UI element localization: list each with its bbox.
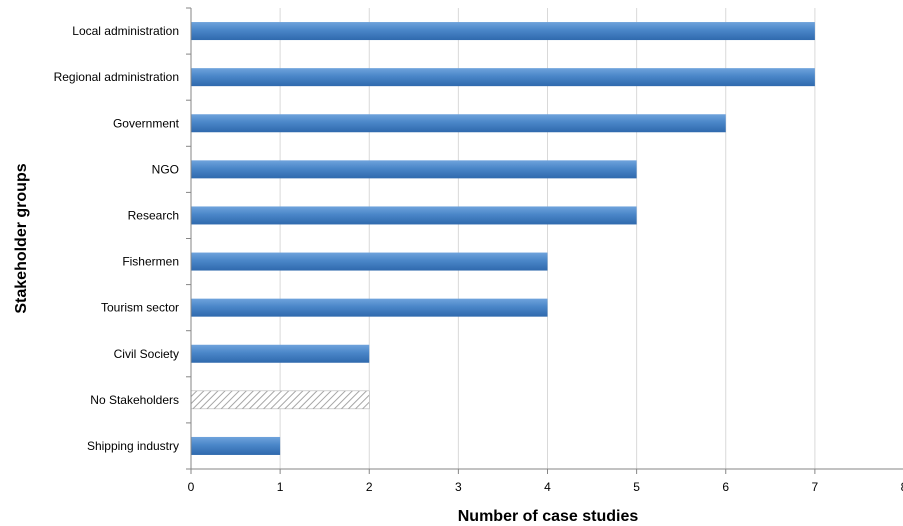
x-tick-label: 4 <box>544 480 551 494</box>
category-label: Government <box>113 116 180 130</box>
category-label: Research <box>128 208 179 222</box>
category-label: Regional administration <box>54 70 179 84</box>
category-label: Local administration <box>72 24 179 38</box>
bars <box>190 22 815 455</box>
x-axis-title: Number of case studies <box>458 508 639 525</box>
bar-regional-administration <box>191 68 815 87</box>
x-tick-labels: 0 1 2 3 4 5 6 7 8 <box>188 480 903 494</box>
bar-government <box>191 114 726 133</box>
x-tick-label: 0 <box>188 480 195 494</box>
bar-civil-society <box>191 344 370 363</box>
x-tick-label: 3 <box>455 480 462 494</box>
bar-no-stakeholders <box>190 390 370 410</box>
category-label: Shipping industry <box>87 439 179 453</box>
category-labels: Local administration Regional administrat… <box>54 24 180 453</box>
bar-ngo <box>191 160 637 179</box>
category-label: Fishermen <box>122 255 179 269</box>
x-tick-label: 1 <box>277 480 284 494</box>
category-label: Tourism sector <box>101 301 179 315</box>
bar-fishermen <box>191 252 548 271</box>
category-label: NGO <box>152 162 179 176</box>
x-tick-label: 2 <box>366 480 373 494</box>
x-tick-label: 5 <box>633 480 640 494</box>
x-tick-label: 8 <box>901 480 903 494</box>
bar-shipping-industry <box>191 436 281 455</box>
category-label: Civil Society <box>114 347 179 361</box>
bar-research <box>191 206 637 225</box>
axes <box>186 7 903 474</box>
category-label: No Stakeholders <box>90 393 179 407</box>
x-tick-label: 7 <box>812 480 819 494</box>
bar-local-administration <box>191 22 815 41</box>
y-axis-title: Stakeholder groups <box>13 163 30 313</box>
bar-tourism-sector <box>191 298 548 317</box>
x-tick-label: 6 <box>722 480 729 494</box>
